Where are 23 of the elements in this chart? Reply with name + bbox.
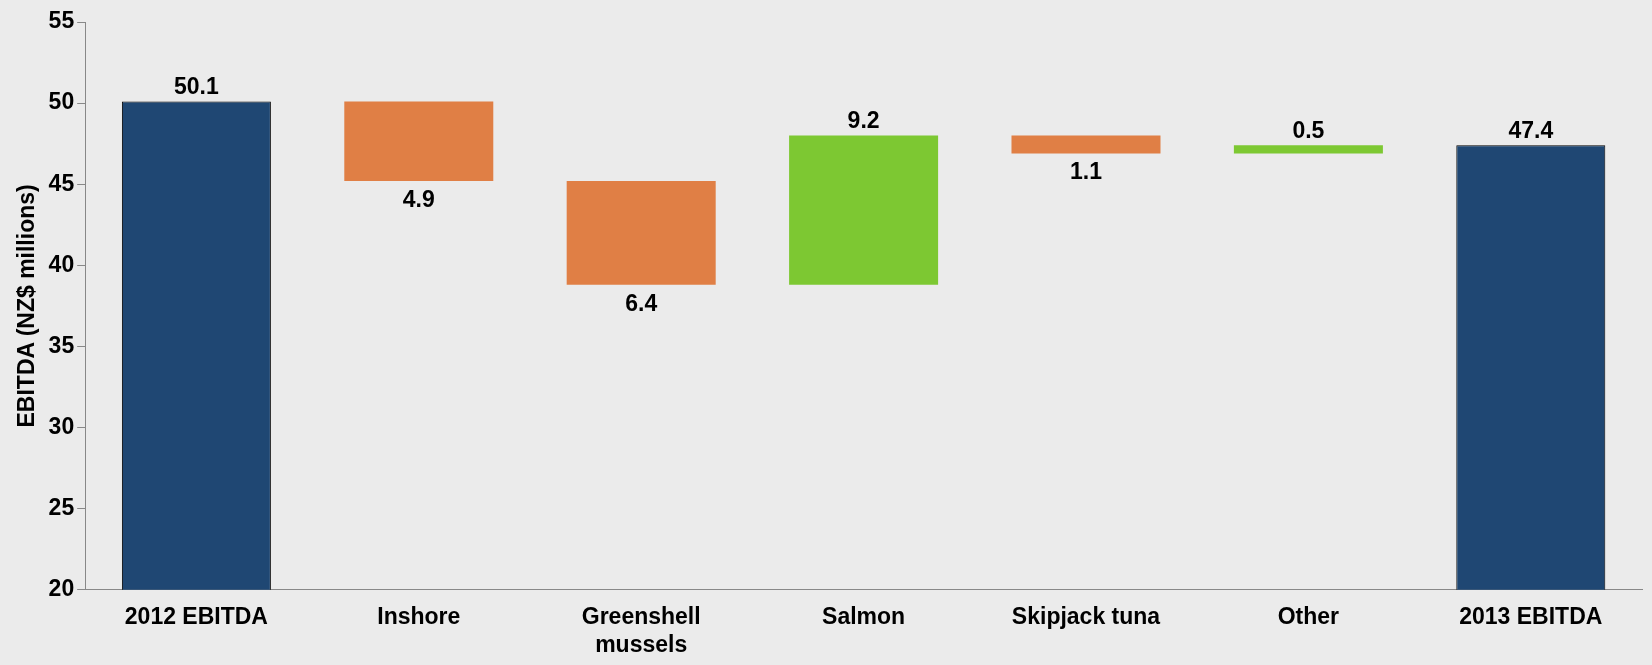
y-tick-label: 55	[48, 7, 75, 34]
data-label: 4.9	[402, 185, 435, 212]
data-label: 50.1	[174, 73, 219, 100]
data-label: 0.5	[1292, 117, 1325, 144]
x-tick-label: Inshore	[377, 602, 461, 629]
x-tick-label: 2013 EBITDA	[1459, 602, 1603, 629]
x-tick-label: Greenshell mussels	[581, 602, 701, 657]
y-tick-label: 25	[48, 494, 75, 521]
data-label: 47.4	[1508, 117, 1554, 144]
y-tick-label: 40	[48, 250, 75, 277]
data-label: 9.2	[847, 107, 880, 134]
data-label: 1.1	[1070, 158, 1103, 185]
x-tick-label: 2012 EBITDA	[124, 602, 268, 629]
data-label: 6.4	[625, 289, 658, 316]
y-tick-label: 45	[48, 169, 75, 196]
x-tick-label: Salmon	[822, 602, 906, 629]
y-tick-label: 30	[48, 412, 75, 439]
x-tick-label: Other	[1277, 602, 1340, 629]
y-tick-label: 50	[48, 88, 75, 115]
x-tick-label: Skipjack tuna	[1011, 602, 1161, 629]
y-axis-title: EBITDA (NZ$ millions)	[13, 184, 40, 428]
y-tick-label: 20	[48, 575, 75, 602]
y-tick-label: 35	[48, 331, 75, 358]
